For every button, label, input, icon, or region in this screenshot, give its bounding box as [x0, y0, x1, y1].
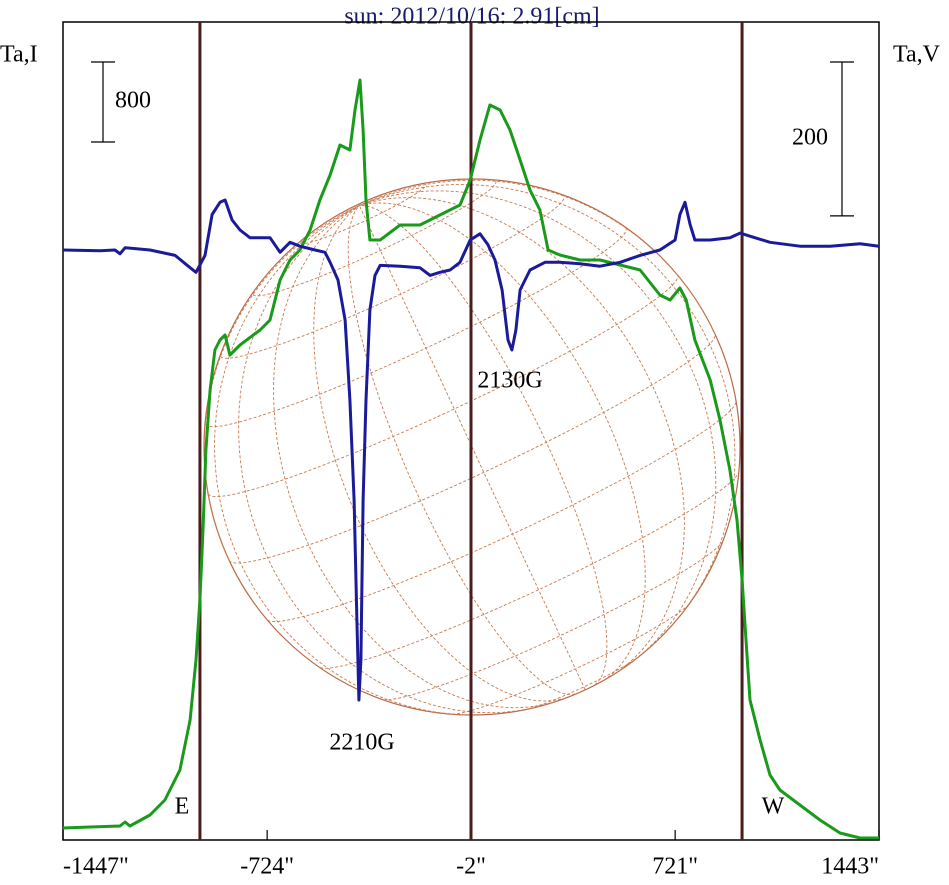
x-tick-label: -2": [456, 854, 486, 880]
y2-axis-label: Ta,V: [893, 42, 941, 68]
x-tick-label: 1443": [821, 854, 879, 880]
sun-grid-line: [238, 205, 540, 714]
x-tick-label: 721": [652, 854, 698, 880]
sun-grid-line: [214, 205, 481, 716]
annotation: E: [175, 794, 190, 820]
sun-grid-line: [359, 184, 736, 627]
annotation: 2210G: [329, 730, 394, 756]
sun-grid-line: [207, 275, 679, 498]
scale-bar-label: 800: [115, 88, 151, 114]
sun-grid-line: [359, 202, 646, 681]
sun-grid-line: [267, 401, 737, 623]
sun-grid-line: [524, 655, 640, 711]
sun-grid-line: [313, 205, 567, 702]
annotation: 2130G: [477, 368, 542, 394]
sun-grid-line: [383, 541, 723, 701]
sun-grid-line: [252, 181, 497, 297]
data-line: [62, 198, 880, 702]
sun-grid-line: [299, 184, 427, 245]
sun-grid-line: [228, 333, 716, 564]
x-tick-label: -1447": [63, 854, 129, 880]
y-axis-label: Ta,I: [0, 42, 38, 68]
sun-grid-line: [220, 196, 565, 359]
sun-grid-line: [273, 205, 558, 709]
sun-grid-line: [358, 205, 586, 690]
sun-grid-line: [359, 204, 608, 686]
scale-bar-label: 200: [792, 124, 828, 150]
annotation: W: [762, 794, 785, 820]
sun-grid-line: [347, 205, 576, 695]
x-tick-label: -724": [240, 854, 294, 880]
data-line: [62, 78, 879, 840]
sun-grid-line: [452, 603, 690, 715]
sun-grid-line: [204, 227, 627, 428]
